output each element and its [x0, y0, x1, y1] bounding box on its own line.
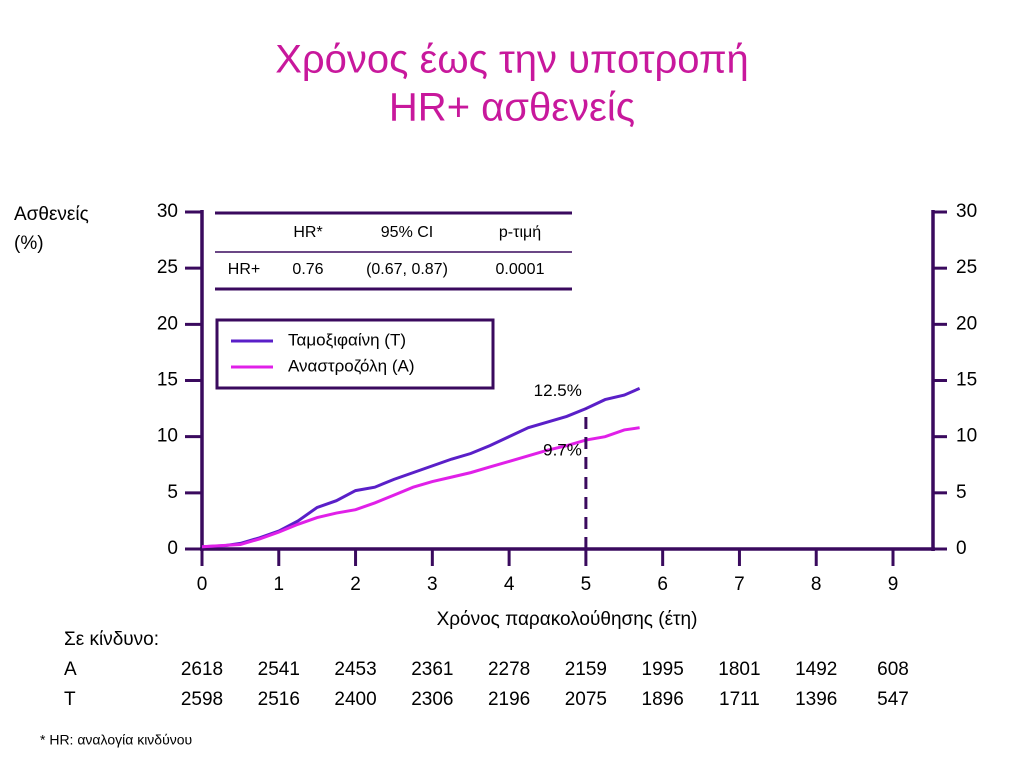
y-tick-label: 20	[157, 313, 178, 334]
y-axis-label: (%)	[14, 233, 44, 254]
y2-tick-label: 25	[956, 257, 977, 278]
at-risk-value: 2196	[488, 689, 530, 710]
x-tick-label: 3	[427, 574, 438, 595]
legend	[215, 318, 495, 390]
at-risk-value: 2306	[411, 689, 453, 710]
series-line	[201, 386, 641, 549]
y-tick-label: 10	[157, 426, 178, 447]
at-risk-value: 2361	[411, 659, 453, 680]
at-risk-label: A	[64, 659, 77, 680]
annotation: 9.7%	[543, 441, 582, 460]
x-tick-label: 5	[581, 574, 592, 595]
y2-tick-label: 10	[956, 426, 977, 447]
at-risk-value: 1492	[795, 659, 837, 680]
y-tick-label: 25	[157, 257, 178, 278]
table-header: 95% CI	[381, 224, 433, 241]
at-risk-value: 1396	[795, 689, 837, 710]
at-risk-value: 2400	[334, 689, 376, 710]
x-axis-label: Χρόνος παρακολούθησης (έτη)	[437, 609, 698, 630]
y2-tick-label: 30	[956, 201, 977, 222]
at-risk-title: Σε κίνδυνο:	[64, 629, 159, 650]
at-risk-value: 2453	[334, 659, 376, 680]
y2-tick-label: 0	[956, 538, 967, 559]
x-tick-label: 7	[734, 574, 745, 595]
at-risk-value: 2541	[258, 659, 300, 680]
y-axis-label: Ασθενείς	[14, 204, 89, 225]
at-risk-value: 1896	[642, 689, 684, 710]
y-tick-label: 15	[157, 370, 178, 391]
at-risk-value: 2075	[565, 689, 607, 710]
x-tick-label: 6	[657, 574, 668, 595]
y2-tick-label: 20	[956, 313, 977, 334]
y-tick-label: 30	[157, 201, 178, 222]
x-tick-label: 0	[197, 574, 208, 595]
y-tick-label: 5	[167, 482, 178, 503]
at-risk-value: 2618	[181, 659, 223, 680]
table-header: HR*	[293, 224, 322, 241]
legend-label: Ταμοξιφαίνη (T)	[288, 330, 406, 349]
series-line	[201, 426, 640, 549]
title-line: HR+ ασθενείς	[389, 86, 635, 130]
table-cell: (0.67, 0.87)	[366, 261, 448, 278]
at-risk-value: 2159	[565, 659, 607, 680]
x-tick-label: 8	[811, 574, 822, 595]
title-line: Χρόνος έως την υποτροπή	[275, 38, 749, 82]
at-risk-value: 1711	[719, 689, 760, 710]
at-risk-label: T	[64, 689, 76, 710]
y2-tick-label: 5	[956, 482, 967, 503]
at-risk-value: 1995	[642, 659, 684, 680]
at-risk-value: 608	[877, 659, 909, 680]
table-header: p-τιμή	[499, 224, 541, 241]
annotation: 12.5%	[534, 381, 582, 400]
table-cell: 0.0001	[496, 261, 545, 278]
footnote: * HR: αναλογία κινδύνου	[40, 732, 192, 748]
y2-tick-label: 15	[956, 370, 977, 391]
table-cell: 0.76	[292, 261, 323, 278]
x-tick-label: 9	[888, 574, 899, 595]
at-risk-value: 2278	[488, 659, 530, 680]
x-tick-label: 2	[350, 574, 361, 595]
table-row-label: HR+	[228, 261, 260, 278]
at-risk-value: 547	[877, 689, 909, 710]
x-tick-label: 1	[273, 574, 284, 595]
x-tick-label: 4	[504, 574, 515, 595]
legend-label: Αναστροζόλη (A)	[288, 356, 415, 375]
y-tick-label: 0	[167, 538, 178, 559]
at-risk-value: 2516	[258, 689, 300, 710]
at-risk-value: 1801	[718, 659, 760, 680]
at-risk-value: 2598	[181, 689, 223, 710]
